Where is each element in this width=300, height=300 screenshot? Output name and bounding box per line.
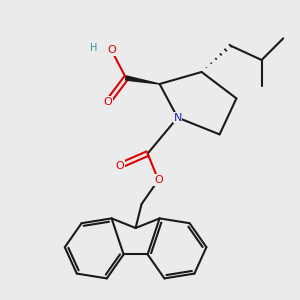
Text: N: N xyxy=(173,112,182,123)
Text: O: O xyxy=(116,160,124,171)
Text: O: O xyxy=(154,175,163,185)
Text: O: O xyxy=(107,45,116,56)
Polygon shape xyxy=(126,76,160,84)
Text: O: O xyxy=(103,97,112,107)
Text: H: H xyxy=(90,43,97,53)
